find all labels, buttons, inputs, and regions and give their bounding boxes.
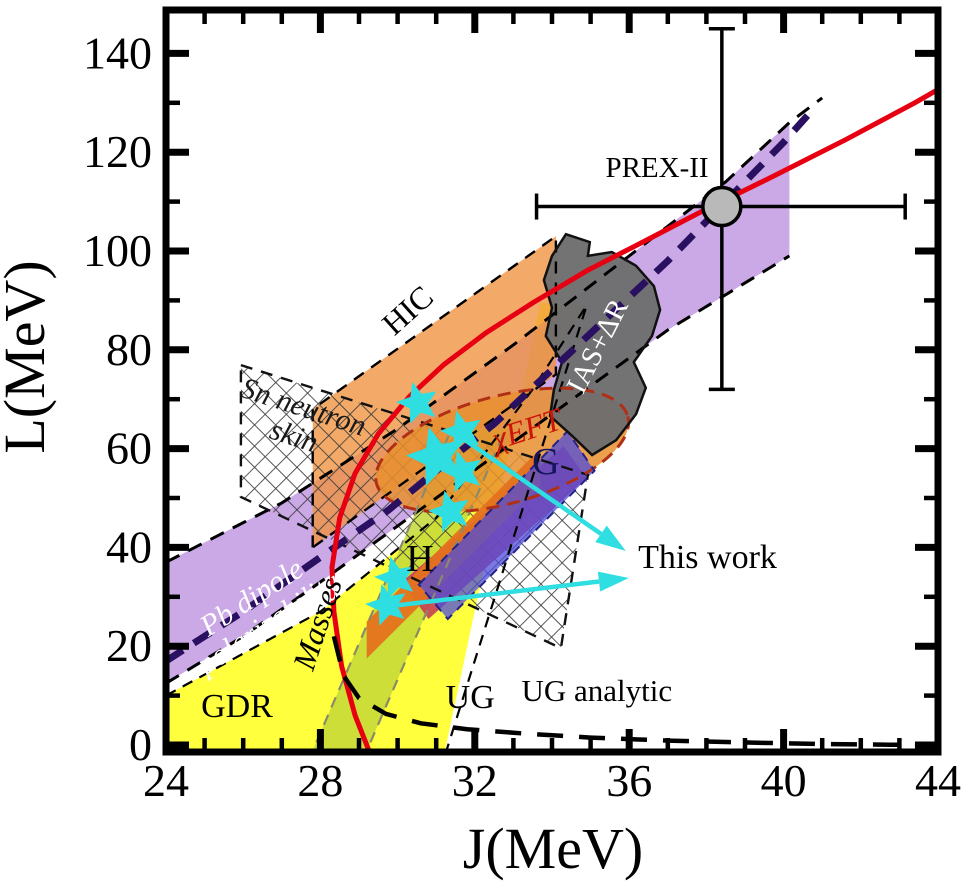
annotation-ug-label: UG bbox=[446, 679, 495, 716]
x-tick-label-24: 24 bbox=[143, 755, 189, 806]
region-border-hic bbox=[311, 233, 558, 550]
prex2-marker-group bbox=[534, 26, 907, 392]
arrow-lower-line bbox=[389, 579, 600, 609]
y-tick-label-80: 80 bbox=[106, 324, 152, 375]
region-ias-dr bbox=[543, 234, 661, 455]
region-border-pb-dipole-polarizability-1 bbox=[166, 254, 791, 685]
x-tick-label-36: 36 bbox=[606, 755, 652, 806]
y-axis-title: L(MeV) bbox=[0, 260, 57, 453]
region-border-ias-dr bbox=[542, 232, 662, 457]
arrow-lower bbox=[389, 571, 629, 609]
region-label-gdr: GDR bbox=[201, 688, 273, 725]
y-tick-label-120: 120 bbox=[83, 126, 152, 177]
region-gdr bbox=[166, 302, 587, 752]
star-this-work-1 bbox=[396, 381, 437, 424]
region-border-masses-1 bbox=[365, 428, 507, 752]
star-this-work-4 bbox=[440, 450, 482, 493]
star-this-work-7 bbox=[365, 583, 406, 626]
y-tick-label-40: 40 bbox=[106, 521, 152, 572]
y-tick-label-60: 60 bbox=[106, 423, 152, 474]
x-tick-label-44: 44 bbox=[915, 755, 961, 806]
x-tick-label-40: 40 bbox=[761, 755, 807, 806]
y-tick-label-140: 140 bbox=[83, 27, 152, 78]
x-axis-title: J(MeV) bbox=[463, 816, 643, 881]
x-tick-label-28: 28 bbox=[297, 755, 343, 806]
region-border-g-band bbox=[417, 429, 596, 621]
curve-ug-analytic bbox=[331, 635, 938, 748]
arrow-upper bbox=[448, 427, 626, 551]
region-border-pb-dipole-polarizability-0 bbox=[166, 96, 824, 564]
x-tick-label-32: 32 bbox=[452, 755, 498, 806]
star-this-work-5 bbox=[428, 490, 469, 533]
y-tick-label-100: 100 bbox=[83, 225, 152, 276]
curve-ug bbox=[329, 86, 938, 752]
plot-frame bbox=[162, 6, 942, 756]
region-label-h-band: H bbox=[406, 538, 433, 580]
region-g-band bbox=[418, 431, 595, 619]
annotation-prex2-label: PREX-II bbox=[605, 152, 708, 184]
star-this-work-2 bbox=[440, 410, 481, 453]
axes: 24 28 32 36 40 44 0 20 40 60 80 100 120 140 J(MeV) L(Me… bbox=[0, 6, 961, 881]
star-this-work-6 bbox=[374, 556, 415, 599]
annotation-ug-analytic-label: UG analytic bbox=[521, 673, 672, 708]
y-tick-label-0: 0 bbox=[129, 719, 152, 770]
arrow-lower-head bbox=[597, 571, 629, 592]
region-label-g-band: G bbox=[532, 441, 559, 483]
y-tick-label-20: 20 bbox=[106, 620, 152, 671]
arrow-upper-head bbox=[595, 525, 626, 551]
prex2-point bbox=[701, 185, 743, 228]
arrow-upper-line bbox=[448, 427, 603, 536]
annotation-this-work-label: This work bbox=[638, 539, 777, 576]
